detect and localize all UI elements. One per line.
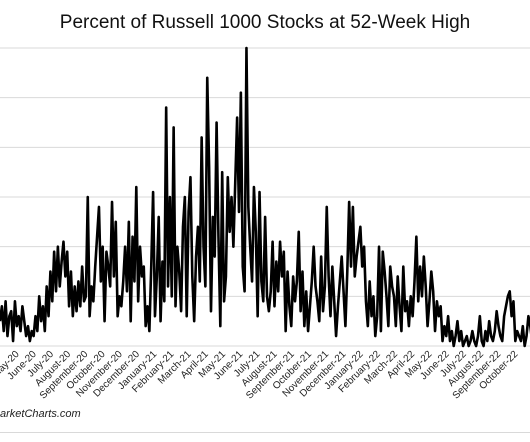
chart-title: Percent of Russell 1000 Stocks at 52-Wee…	[59, 12, 471, 33]
bottom-divider	[0, 432, 530, 433]
x-tick-labels: May-20June-20July-20August-20September-2…	[0, 349, 521, 402]
source-note: arketCharts.com	[0, 408, 81, 420]
series-layer	[0, 46, 530, 348]
series-line	[0, 46, 530, 348]
